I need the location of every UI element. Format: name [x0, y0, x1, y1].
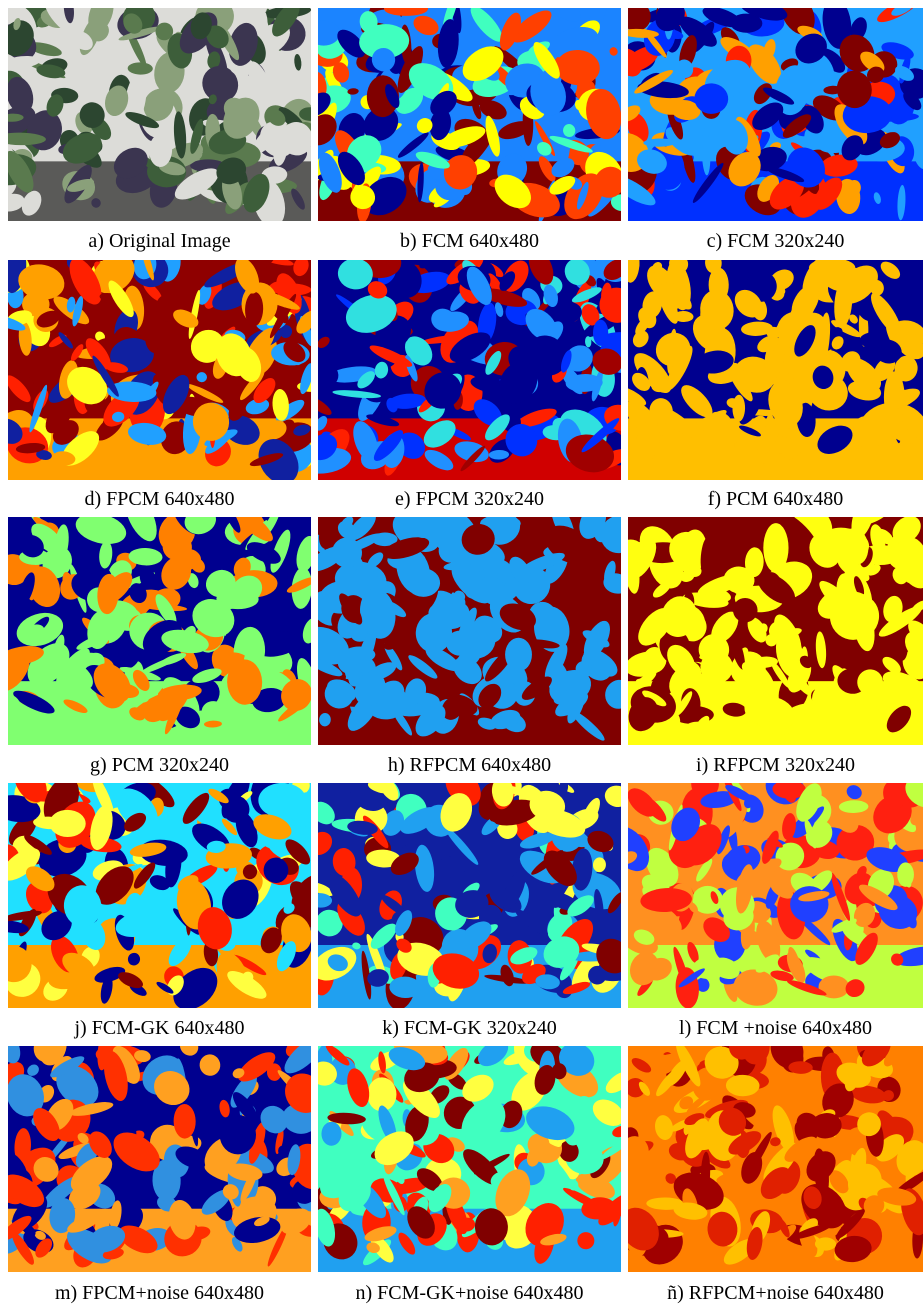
image-canvas [318, 260, 621, 480]
panel-caption: ñ) RFPCM+noise 640x480 [618, 1282, 923, 1305]
image-canvas [8, 8, 311, 221]
image-canvas [628, 1046, 923, 1272]
image-canvas [628, 783, 923, 1008]
segmentation-image [628, 783, 923, 1008]
panel-caption: i) RFPCM 320x240 [618, 754, 923, 777]
image-canvas [318, 8, 621, 221]
panel-caption: b) FCM 640x480 [308, 230, 631, 253]
image-canvas [318, 1046, 621, 1272]
panel-caption: g) PCM 320x240 [0, 754, 321, 777]
segmentation-image [318, 8, 621, 221]
image-canvas [8, 783, 311, 1008]
panel-caption: d) FPCM 640x480 [0, 488, 321, 511]
image-canvas [8, 517, 311, 745]
image-canvas [8, 260, 311, 480]
image-canvas [318, 517, 621, 745]
panel-caption: j) FCM-GK 640x480 [0, 1017, 321, 1040]
segmentation-image [8, 1046, 311, 1272]
panel-caption: a) Original Image [0, 230, 321, 253]
segmentation-image [8, 783, 311, 1008]
panel-caption: l) FCM +noise 640x480 [618, 1017, 923, 1040]
image-canvas [628, 260, 923, 480]
figure: a) Original Imageb) FCM 640x480c) FCM 32… [0, 0, 923, 1311]
segmentation-image [628, 517, 923, 745]
segmentation-image [8, 260, 311, 480]
segmentation-image [628, 1046, 923, 1272]
panel-caption: m) FPCM+noise 640x480 [0, 1282, 321, 1305]
image-canvas [318, 783, 621, 1008]
segmentation-image [8, 517, 311, 745]
segmentation-image [8, 8, 311, 221]
segmentation-image [628, 260, 923, 480]
segmentation-image [318, 260, 621, 480]
panel-caption: e) FPCM 320x240 [308, 488, 631, 511]
image-canvas [8, 1046, 311, 1272]
panel-caption: n) FCM-GK+noise 640x480 [308, 1282, 631, 1305]
image-canvas [628, 8, 923, 221]
panel-caption: c) FCM 320x240 [618, 230, 923, 253]
segmentation-image [318, 1046, 621, 1272]
panel-caption: f) PCM 640x480 [618, 488, 923, 511]
panel-caption: k) FCM-GK 320x240 [308, 1017, 631, 1040]
segmentation-image [318, 783, 621, 1008]
segmentation-image [318, 517, 621, 745]
segmentation-image [628, 8, 923, 221]
image-canvas [628, 517, 923, 745]
panel-caption: h) RFPCM 640x480 [308, 754, 631, 777]
